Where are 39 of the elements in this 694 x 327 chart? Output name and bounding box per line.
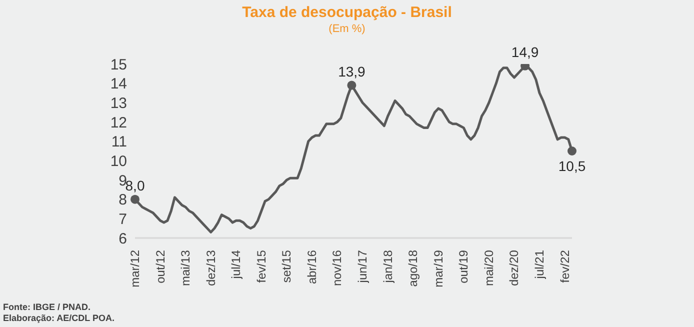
y-tick-label: 6 — [118, 230, 127, 248]
y-tick-label: 14 — [110, 76, 127, 93]
data-label: 14,9 — [511, 44, 539, 60]
x-tick-label: nov/16 — [330, 250, 344, 286]
y-tick-label: 12 — [110, 114, 127, 132]
y-tick-label: 15 — [110, 56, 127, 74]
data-label: 10,5 — [558, 158, 586, 174]
x-tick-label: mai/20 — [482, 250, 496, 286]
x-tick-label: jul/21 — [532, 250, 546, 280]
x-tick-label: ago/18 — [406, 250, 420, 287]
x-tick-label: jan/18 — [380, 250, 395, 284]
y-tick-label: 7 — [118, 210, 127, 228]
y-tick-label: 8 — [118, 192, 127, 209]
x-tick-label: dez/13 — [204, 250, 218, 286]
x-tick-label: mar/12 — [128, 250, 142, 288]
y-tick-label: 13 — [110, 94, 127, 112]
x-tick-label: dez/20 — [507, 250, 522, 286]
chart-subtitle: (Em %) — [328, 23, 366, 35]
y-tick-label: 11 — [111, 134, 127, 151]
y-tick-label: 10 — [110, 152, 127, 170]
x-tick-label: out/12 — [153, 250, 168, 284]
x-tick-label: mar/19 — [431, 250, 446, 288]
chart-title: Taxa de desocupação - Brasil — [241, 4, 453, 21]
source-note: Fonte: IBGE / PNAD. — [3, 302, 92, 313]
point — [568, 146, 576, 156]
x-tick-label: abr/16 — [304, 250, 319, 284]
data-label: 13,9 — [338, 63, 366, 80]
x-tick-label: jul/14 — [229, 250, 244, 280]
y-tick-label: 9 — [118, 172, 127, 190]
x-tick-label: fev/15 — [254, 250, 268, 283]
data-label: 8,0 — [125, 177, 145, 194]
x-tick-label: mai/13 — [178, 250, 193, 286]
x-tick-label: fev/22 — [558, 250, 572, 283]
x-tick-label: jun/17 — [356, 250, 370, 284]
x-tick-label: out/19 — [456, 250, 471, 284]
x-tick-label: set/15 — [280, 250, 294, 283]
text: Elaboração: AE/CDL POA. — [3, 313, 115, 324]
point — [347, 80, 356, 90]
point — [130, 194, 140, 204]
